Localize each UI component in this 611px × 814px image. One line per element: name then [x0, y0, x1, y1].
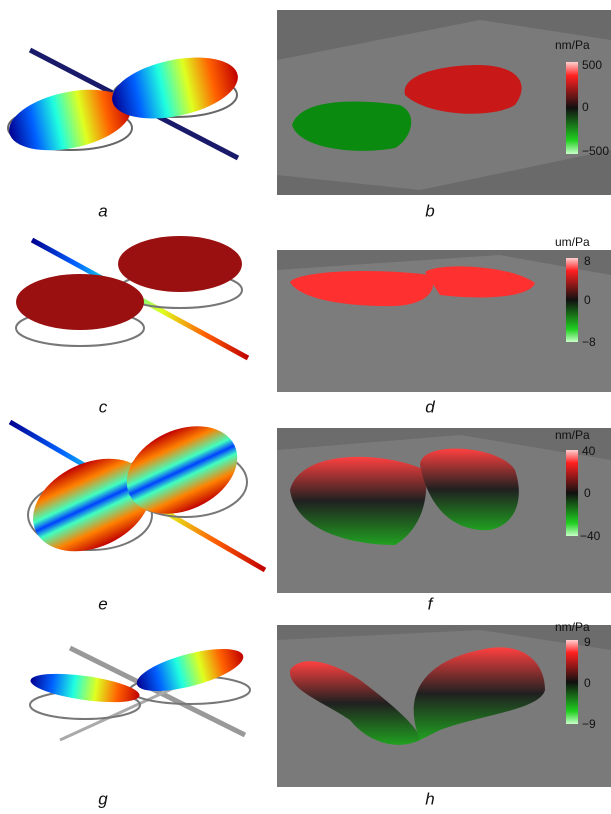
colorbar-unit: nm/Pa — [555, 38, 590, 52]
colorbar-tick: 0 — [584, 486, 591, 500]
panel-label: h — [425, 789, 434, 808]
panel-a — [7, 47, 240, 161]
panel-e — [8, 419, 267, 573]
colorbar-tick: 8 — [584, 254, 591, 268]
colorbar-tick: 0 — [584, 676, 591, 690]
panel-label: e — [98, 594, 107, 613]
colorbar: nm/Pa 9 0 −9 — [555, 620, 596, 731]
colorbar: nm/Pa 40 0 −40 — [555, 428, 601, 543]
panel-label: b — [425, 201, 434, 220]
colorbar-unit: nm/Pa — [555, 428, 590, 442]
colorbar: um/Pa 8 0 −8 — [555, 235, 596, 349]
colorbar-tick: 0 — [582, 100, 589, 114]
colorbar-tick: −8 — [582, 335, 596, 349]
panel-f — [277, 428, 611, 593]
panel-c — [15, 236, 250, 361]
colorbar-tick: −9 — [582, 717, 596, 731]
colorbar-tick: 0 — [584, 293, 591, 307]
colorbar-unit: um/Pa — [555, 235, 590, 249]
panel-d — [277, 250, 611, 392]
colorbar-tick: −40 — [580, 529, 601, 543]
colorbar: nm/Pa 500 0 −500 — [555, 38, 609, 158]
colorbar-tick: −500 — [582, 144, 609, 158]
panel-label: g — [98, 789, 108, 808]
panel-label: c — [99, 397, 108, 416]
panel-label: d — [425, 397, 435, 416]
panel-label: f — [428, 594, 435, 613]
panel-h — [277, 625, 611, 787]
panel-label: a — [98, 201, 107, 220]
colorbar-tick: 500 — [582, 58, 602, 72]
colorbar-unit: nm/Pa — [555, 620, 590, 634]
colorbar-tick: 9 — [584, 635, 591, 649]
panel-b — [277, 10, 611, 195]
panel-g — [29, 645, 251, 742]
colorbar-tick: 40 — [582, 444, 596, 458]
